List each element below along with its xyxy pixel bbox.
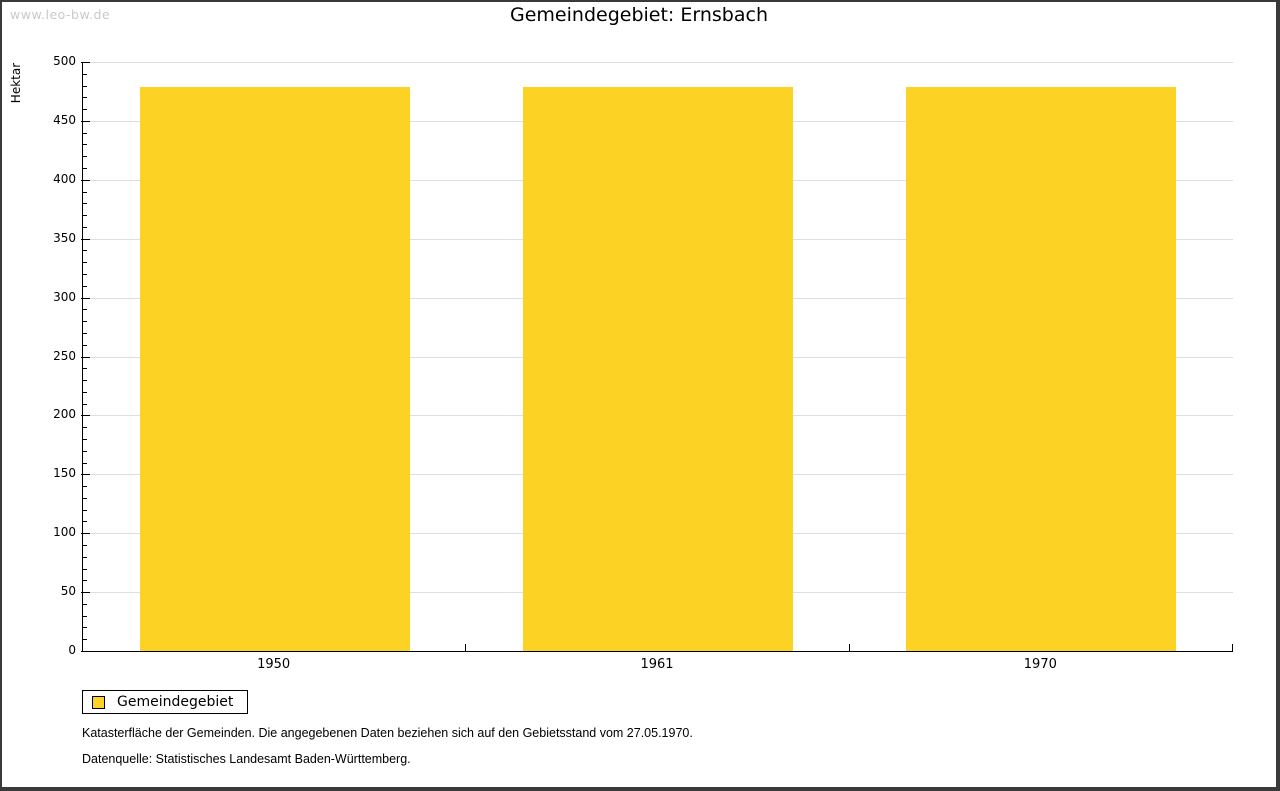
y-axis-minor-tick [83, 403, 87, 405]
y-axis-minor-tick [83, 438, 87, 440]
y-tick-label: 50 [60, 584, 76, 599]
y-tick-label: 400 [53, 171, 76, 186]
y-axis-tick [81, 238, 90, 240]
y-axis-minor-tick [83, 226, 87, 228]
y-tick-label: 150 [53, 466, 76, 481]
y-tick-label: 250 [53, 348, 76, 363]
y-tick-label: 450 [53, 112, 76, 127]
bar-1970 [906, 86, 1177, 651]
y-axis-minor-tick [83, 368, 87, 370]
y-axis-minor-tick [83, 85, 87, 87]
y-axis-minor-tick [83, 462, 87, 464]
bar-1961 [523, 86, 793, 651]
y-tick-label: 200 [53, 407, 76, 422]
y-axis-tick [81, 592, 90, 594]
y-tick-label: 500 [53, 54, 76, 68]
y-axis-minor-tick [83, 344, 87, 346]
footnote-source-note: Katasterfläche der Gemeinden. Die angege… [82, 726, 693, 740]
y-axis-tick [81, 120, 90, 122]
y-axis-minor-tick [83, 262, 87, 264]
x-tick-label: 1970 [1023, 657, 1057, 672]
y-axis-minor-tick [83, 486, 87, 488]
bar-1950 [139, 86, 410, 651]
y-axis-tick [81, 651, 90, 652]
y-axis-minor-tick [83, 615, 87, 617]
y-axis-minor-tick [83, 73, 87, 75]
plot-area [81, 62, 1233, 652]
y-axis-minor-tick [83, 391, 87, 393]
y-axis-minor-tick [83, 203, 87, 205]
y-axis-minor-tick [83, 156, 87, 158]
x-axis-separator-tick [1232, 644, 1233, 651]
y-axis-minor-tick [83, 580, 87, 582]
y-axis-minor-tick [83, 380, 87, 382]
y-axis-minor-tick [83, 97, 87, 99]
y-axis-tick [81, 415, 90, 417]
x-tick-label: 1950 [257, 657, 291, 672]
watermark: www.leo-bw.de [10, 7, 111, 22]
y-axis-tick [81, 297, 90, 299]
y-axis-minor-tick [83, 109, 87, 111]
y-axis-minor-tick [83, 250, 87, 252]
y-axis-minor-tick [83, 168, 87, 170]
y-axis-minor-tick [83, 603, 87, 605]
x-axis-separator-tick [465, 644, 467, 651]
legend-label: Gemeindegebiet [117, 694, 234, 710]
y-axis-minor-tick [83, 332, 87, 334]
y-axis-tick [81, 533, 90, 535]
y-tick-label: 300 [53, 289, 76, 304]
y-axis-minor-tick [83, 274, 87, 276]
y-axis-minor-tick [83, 309, 87, 311]
y-axis-minor-tick [83, 509, 87, 511]
x-axis-separator-tick [848, 644, 850, 651]
y-axis-tick [81, 474, 90, 476]
y-axis-minor-tick [83, 427, 87, 429]
y-tick-label: 350 [53, 230, 76, 245]
y-axis-minor-tick [83, 497, 87, 499]
y-axis-minor-tick [83, 215, 87, 217]
y-axis-minor-tick [83, 191, 87, 193]
y-axis-minor-tick [83, 627, 87, 629]
y-axis-minor-tick [83, 321, 87, 323]
y-axis-minor-tick [83, 544, 87, 546]
y-axis-minor-tick [83, 450, 87, 452]
y-tick-label: 100 [53, 525, 76, 540]
y-axis-minor-tick [83, 144, 87, 146]
chart-title: Gemeindegebiet: Ernsbach [510, 4, 768, 26]
y-axis-minor-tick [83, 556, 87, 558]
legend: Gemeindegebiet [82, 690, 249, 714]
legend-swatch [92, 695, 105, 709]
y-axis-minor-tick [83, 285, 87, 287]
y-tick-label: 0 [68, 643, 76, 657]
y-axis-minor-tick [83, 132, 87, 134]
x-tick-label: 1961 [640, 657, 674, 672]
y-axis-minor-tick [83, 568, 87, 570]
y-axis-minor-tick [83, 521, 87, 523]
footnote-data-source: Datenquelle: Statistisches Landesamt Bad… [82, 752, 411, 766]
y-axis-tick [81, 179, 90, 181]
y-axis-tick [81, 62, 90, 63]
y-axis-minor-tick [83, 639, 87, 641]
y-axis-tick [81, 356, 90, 358]
gridline [83, 62, 1233, 63]
